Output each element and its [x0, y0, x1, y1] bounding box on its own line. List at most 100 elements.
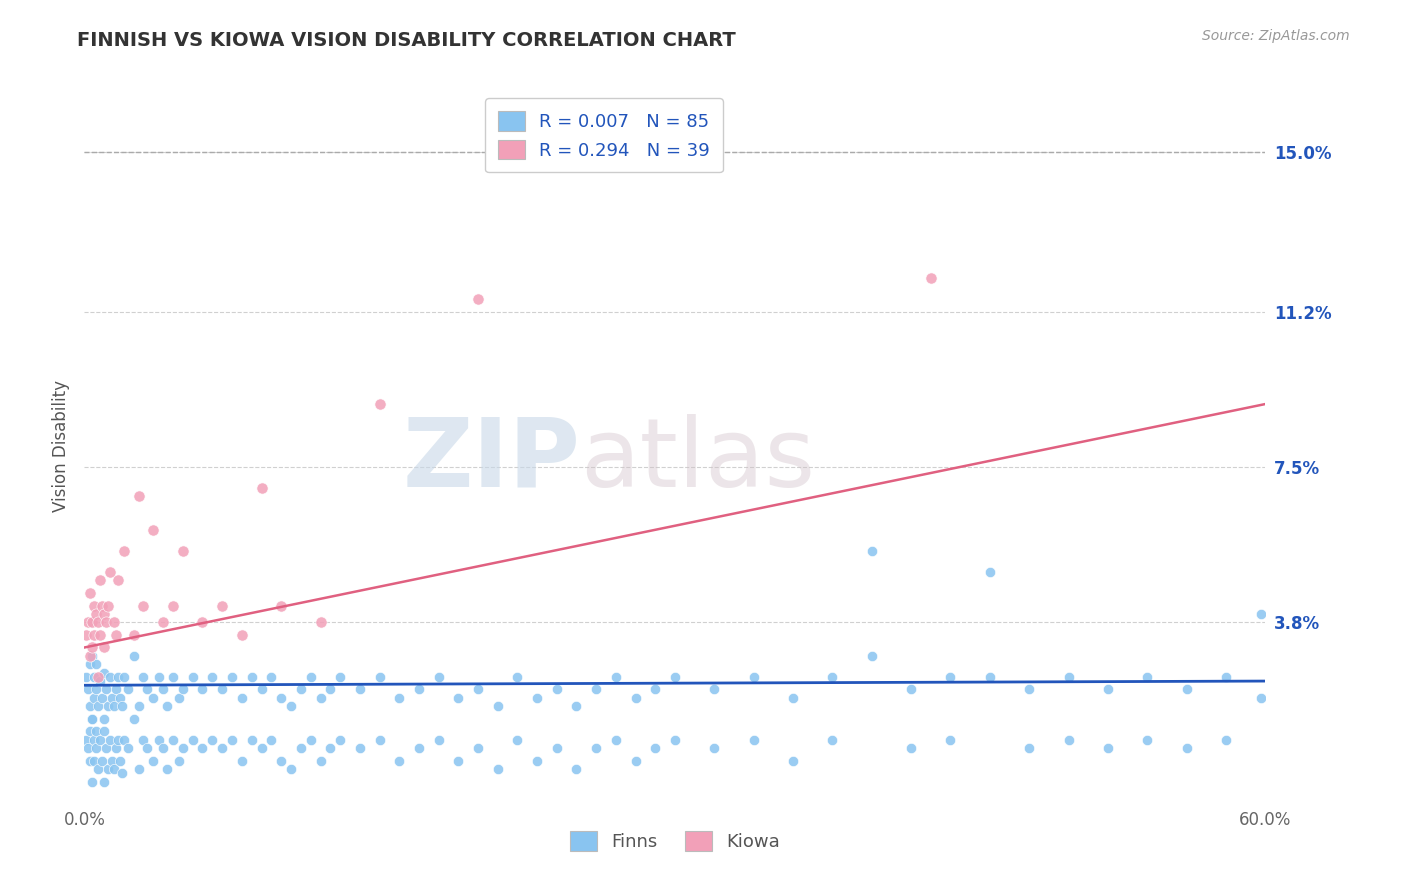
- Point: [132, 670, 155, 684]
- Point: [97, 599, 120, 613]
- Point: [148, 670, 170, 684]
- Point: [122, 712, 145, 726]
- Point: [664, 670, 686, 684]
- Text: atlas: atlas: [581, 414, 815, 507]
- Point: [87, 670, 110, 684]
- Point: [89, 628, 111, 642]
- Point: [162, 670, 184, 684]
- Point: [75, 628, 97, 642]
- Point: [624, 690, 647, 705]
- Point: [467, 682, 489, 697]
- Point: [103, 699, 125, 714]
- Point: [506, 670, 529, 684]
- Point: [408, 741, 430, 756]
- Point: [93, 774, 115, 789]
- Point: [565, 762, 588, 776]
- Point: [82, 640, 104, 655]
- Point: [644, 741, 666, 756]
- Point: [319, 741, 342, 756]
- Point: [742, 670, 765, 684]
- Point: [250, 741, 273, 756]
- Point: [565, 699, 588, 714]
- Point: [703, 741, 725, 756]
- Point: [83, 690, 105, 705]
- Point: [181, 670, 204, 684]
- Point: [142, 754, 165, 768]
- Point: [93, 724, 115, 739]
- Point: [447, 690, 470, 705]
- Point: [91, 754, 114, 768]
- Point: [388, 754, 411, 768]
- Point: [108, 754, 131, 768]
- Point: [201, 732, 224, 747]
- Point: [98, 732, 121, 747]
- Point: [97, 699, 120, 714]
- Point: [526, 754, 548, 768]
- Point: [75, 670, 97, 684]
- Point: [89, 732, 111, 747]
- Point: [181, 732, 204, 747]
- Point: [112, 670, 135, 684]
- Point: [94, 615, 117, 630]
- Point: [270, 599, 292, 613]
- Point: [101, 754, 124, 768]
- Point: [93, 665, 115, 680]
- Point: [84, 741, 107, 756]
- Point: [82, 615, 104, 630]
- Point: [87, 699, 110, 714]
- Point: [1175, 741, 1198, 756]
- Point: [79, 699, 101, 714]
- Point: [1097, 741, 1119, 756]
- Point: [112, 732, 135, 747]
- Point: [782, 690, 804, 705]
- Point: [83, 754, 105, 768]
- Point: [84, 607, 107, 621]
- Point: [309, 754, 332, 768]
- Point: [162, 599, 184, 613]
- Point: [172, 682, 194, 697]
- Point: [152, 741, 174, 756]
- Point: [664, 732, 686, 747]
- Point: [624, 754, 647, 768]
- Point: [104, 682, 127, 697]
- Point: [920, 271, 942, 285]
- Point: [290, 682, 312, 697]
- Point: [270, 690, 292, 705]
- Point: [152, 682, 174, 697]
- Point: [84, 724, 107, 739]
- Point: [1136, 732, 1159, 747]
- Point: [162, 732, 184, 747]
- Point: [1097, 682, 1119, 697]
- Point: [191, 682, 214, 697]
- Point: [467, 292, 489, 306]
- Point: [821, 670, 844, 684]
- Point: [585, 682, 607, 697]
- Point: [703, 682, 725, 697]
- Point: [605, 732, 627, 747]
- Point: [101, 690, 124, 705]
- Point: [111, 766, 134, 780]
- Point: [408, 682, 430, 697]
- Point: [79, 754, 101, 768]
- Point: [349, 682, 371, 697]
- Point: [368, 397, 391, 411]
- Point: [231, 690, 253, 705]
- Point: [79, 586, 101, 600]
- Point: [900, 741, 922, 756]
- Point: [250, 481, 273, 495]
- Point: [89, 674, 111, 689]
- Point: [1018, 682, 1040, 697]
- Point: [979, 565, 1001, 579]
- Point: [104, 628, 127, 642]
- Point: [309, 615, 332, 630]
- Point: [1057, 670, 1080, 684]
- Point: [250, 682, 273, 697]
- Point: [900, 682, 922, 697]
- Point: [1250, 690, 1272, 705]
- Point: [447, 754, 470, 768]
- Point: [167, 690, 190, 705]
- Point: [83, 670, 105, 684]
- Point: [104, 741, 127, 756]
- Point: [82, 774, 104, 789]
- Point: [93, 640, 115, 655]
